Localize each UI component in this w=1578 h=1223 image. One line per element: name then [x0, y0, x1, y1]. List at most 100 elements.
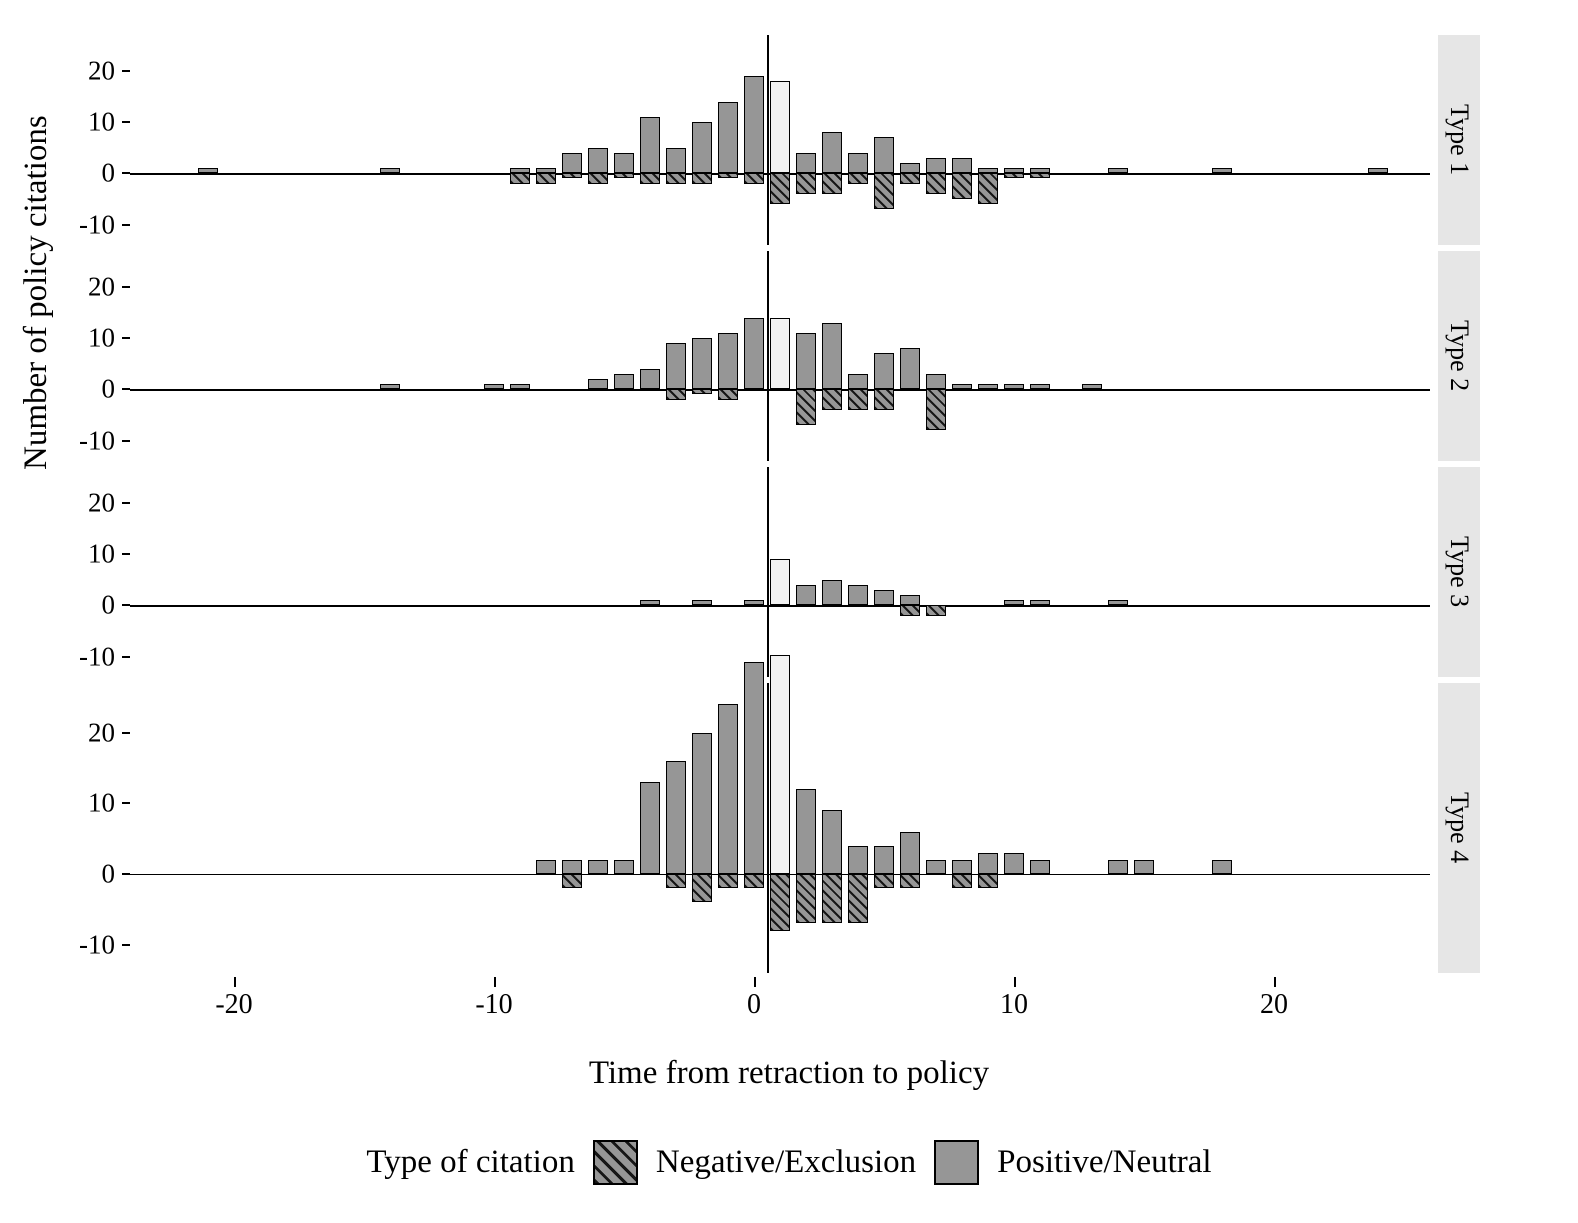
- ytick-label: 0: [60, 158, 115, 189]
- bar: [900, 348, 921, 389]
- bar: [900, 173, 921, 183]
- xtick-label: -10: [475, 989, 512, 1021]
- bar: [848, 874, 869, 924]
- bar: [510, 384, 531, 389]
- bar: [952, 874, 973, 888]
- bar: [1004, 600, 1025, 605]
- xtick-label: -20: [215, 989, 252, 1021]
- bar: [666, 343, 687, 389]
- bar: [718, 874, 739, 888]
- bar: [900, 595, 921, 605]
- bar: [744, 76, 765, 173]
- bar: [822, 874, 843, 924]
- chart-root: Number of policy citations Time from ret…: [0, 0, 1578, 1223]
- bar: [614, 374, 635, 389]
- legend-label-negative: Negative/Exclusion: [656, 1144, 916, 1181]
- bar: [822, 173, 843, 193]
- bar: [380, 168, 401, 173]
- xtick-mark: [494, 977, 496, 987]
- bar: [718, 389, 739, 399]
- bar: [796, 153, 817, 173]
- bar: [978, 853, 999, 874]
- ytick-label: -10: [60, 929, 115, 960]
- bar: [562, 860, 583, 874]
- bar: [744, 662, 765, 874]
- legend-swatch-negative: [593, 1140, 638, 1185]
- bar: [666, 389, 687, 399]
- legend: Type of citation Negative/Exclusion Posi…: [0, 1140, 1578, 1185]
- bar: [926, 860, 947, 874]
- bar: [692, 173, 713, 183]
- bar: [900, 163, 921, 173]
- facet-panel: Type 3: [130, 467, 1480, 677]
- bar: [640, 600, 661, 605]
- bar: [874, 590, 895, 605]
- bar: [952, 158, 973, 173]
- bar: [692, 874, 713, 902]
- bar: [900, 832, 921, 874]
- bar: [770, 874, 791, 931]
- ytick-label: 20: [60, 55, 115, 86]
- bar: [874, 137, 895, 173]
- bar: [770, 81, 791, 173]
- xtick-label: 20: [1260, 989, 1288, 1021]
- bar: [952, 860, 973, 874]
- facet-strip-label: Type 3: [1444, 536, 1474, 607]
- bar: [588, 860, 609, 874]
- bar: [848, 846, 869, 874]
- bar: [874, 846, 895, 874]
- bar: [822, 132, 843, 173]
- xtick-mark: [1274, 977, 1276, 987]
- bar: [692, 122, 713, 173]
- bar: [640, 173, 661, 183]
- bar: [510, 173, 531, 183]
- bar: [874, 353, 895, 389]
- bar: [718, 704, 739, 874]
- bar: [952, 384, 973, 389]
- bar: [874, 173, 895, 209]
- facet-panel: Type 4: [130, 683, 1480, 973]
- bar: [666, 874, 687, 888]
- bar: [744, 600, 765, 605]
- bar: [588, 148, 609, 174]
- bar: [640, 117, 661, 173]
- bar: [1108, 860, 1129, 874]
- bar: [1030, 860, 1051, 874]
- bar: [1134, 860, 1155, 874]
- bar: [614, 173, 635, 178]
- bar: [380, 384, 401, 389]
- bar: [744, 318, 765, 390]
- bar: [640, 782, 661, 874]
- bar: [952, 173, 973, 199]
- x-axis-label: Time from retraction to policy: [0, 1055, 1578, 1092]
- bar: [796, 389, 817, 425]
- bar: [198, 168, 219, 173]
- facet-panel: Type 2: [130, 251, 1480, 461]
- bar: [666, 173, 687, 183]
- ytick-label: 20: [60, 717, 115, 748]
- bar: [796, 789, 817, 874]
- bar: [848, 153, 869, 173]
- facet-strip: Type 1: [1438, 35, 1480, 245]
- bar: [796, 333, 817, 389]
- ytick-label: 0: [60, 374, 115, 405]
- ytick-label: 10: [60, 788, 115, 819]
- ytick-label: 20: [60, 487, 115, 518]
- legend-label-positive: Positive/Neutral: [997, 1144, 1211, 1181]
- bar: [562, 173, 583, 178]
- bar: [822, 389, 843, 409]
- bar: [614, 153, 635, 173]
- bar: [978, 874, 999, 888]
- facet-strip: Type 4: [1438, 683, 1480, 973]
- ytick-label: 10: [60, 107, 115, 138]
- ytick-label: -10: [60, 425, 115, 456]
- ytick-label: 0: [60, 590, 115, 621]
- bar: [692, 389, 713, 394]
- ytick-label: -10: [60, 641, 115, 672]
- xtick-mark: [1014, 977, 1016, 987]
- bar: [926, 605, 947, 615]
- ytick-label: 10: [60, 539, 115, 570]
- bar: [1004, 384, 1025, 389]
- bar: [666, 761, 687, 874]
- bar: [718, 173, 739, 178]
